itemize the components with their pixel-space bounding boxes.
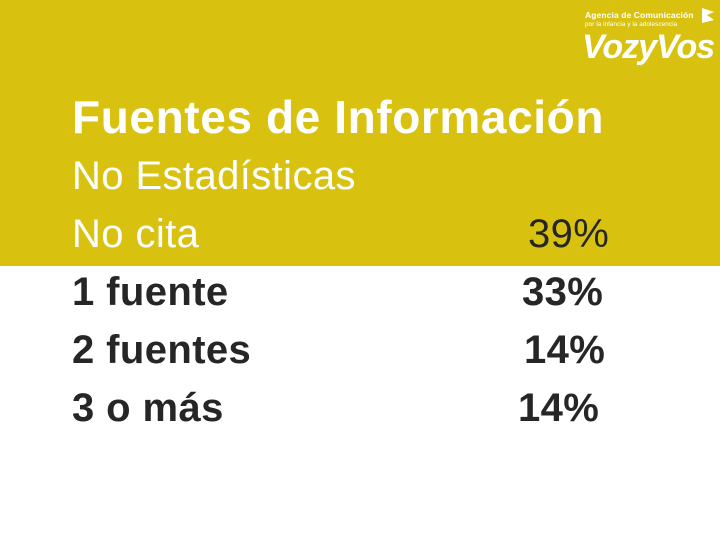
row-label: No cita bbox=[72, 212, 200, 256]
logo-tagline: Agencia de Comunicación bbox=[585, 10, 694, 20]
slide-subtitle: No Estadísticas bbox=[72, 154, 356, 198]
row-value: 14% bbox=[524, 328, 606, 372]
slide-title: Fuentes de Información bbox=[72, 91, 605, 143]
source-row-no-cita: No cita 39% bbox=[72, 212, 632, 264]
row-label: 3 o más bbox=[72, 386, 224, 430]
vozyvos-logo: Agencia de Comunicación por la infancia … bbox=[582, 6, 716, 68]
logo-subtagline: por la infancia y la adolescencia bbox=[585, 21, 678, 28]
source-row-2-fuentes: 2 fuentes 14% bbox=[72, 328, 632, 380]
source-row-3-o-mas: 3 o más 14% bbox=[72, 386, 632, 438]
header-band bbox=[0, 0, 720, 266]
logo-mark-icon bbox=[702, 8, 714, 23]
row-value: 33% bbox=[522, 270, 604, 314]
row-value: 14% bbox=[518, 386, 600, 430]
source-row-1-fuente: 1 fuente 33% bbox=[72, 270, 632, 322]
row-label: 1 fuente bbox=[72, 270, 229, 314]
row-value: 39% bbox=[528, 212, 610, 256]
logo-brand: VozyVos bbox=[582, 28, 715, 66]
row-label: 2 fuentes bbox=[72, 328, 252, 372]
